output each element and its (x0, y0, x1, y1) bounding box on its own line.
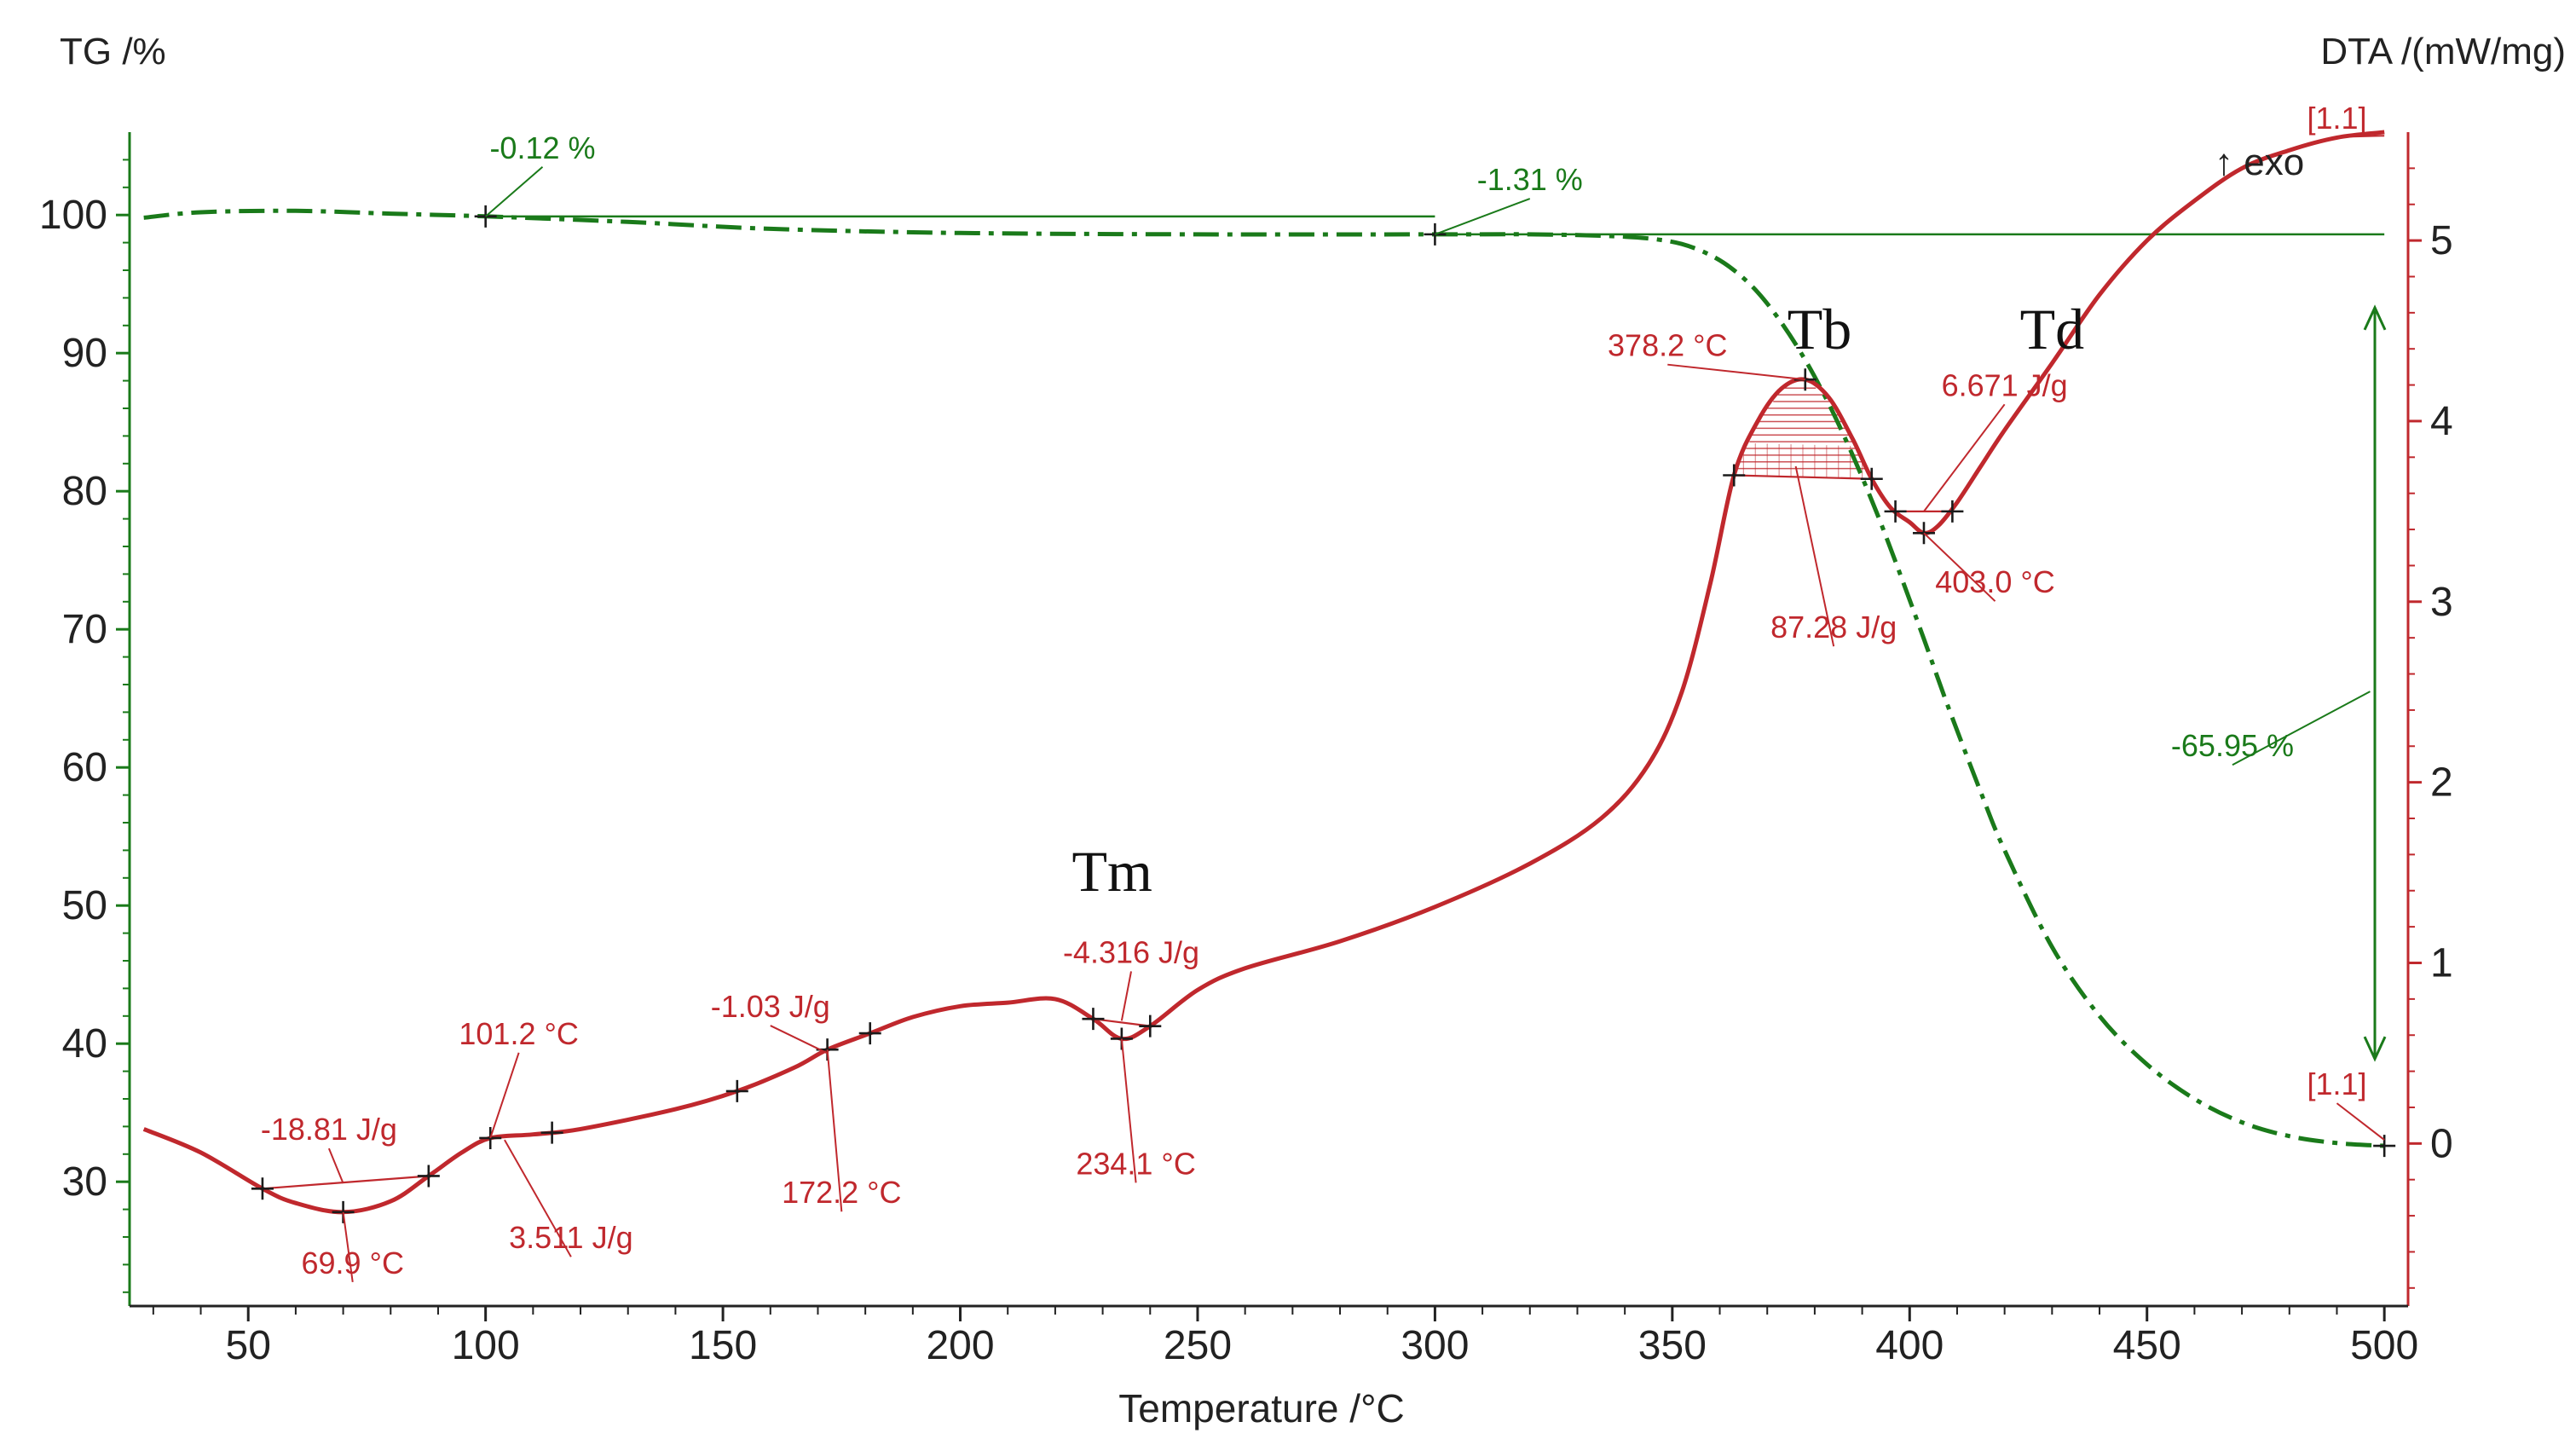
peak-label: Tm (1072, 839, 1152, 904)
y-left-tick-label: 100 (39, 193, 107, 238)
dta-marker (1139, 1014, 1162, 1038)
annotation-leader (2232, 691, 2371, 766)
annotation-label: [1.1] (2307, 1066, 2366, 1101)
x-tick-label: 200 (926, 1323, 994, 1368)
annotation-label: -1.03 J/g (711, 989, 830, 1024)
x-tick-label: 400 (1875, 1323, 1944, 1368)
y-left-tick-label: 30 (62, 1159, 107, 1205)
annotation-leader (1120, 1038, 1137, 1183)
peak-label: Tb (1788, 297, 1852, 361)
annotation-leader (342, 1211, 354, 1283)
y-right-tick-label: 5 (2430, 218, 2453, 263)
annotation-leader (489, 1052, 520, 1139)
y-right-tick-label: 2 (2430, 760, 2453, 806)
annotation-leader (2336, 135, 2385, 138)
x-tick-label: 100 (452, 1323, 520, 1368)
y-left-tick-label: 70 (62, 607, 107, 652)
annotation-label: 378.2 °C (1608, 328, 1727, 363)
series-layer (142, 130, 2385, 1215)
annotation-leader (1923, 532, 1996, 602)
y-left-axis-title: TG /% (60, 31, 166, 72)
annotation-leader (1435, 198, 1531, 235)
mass-change-arrow-head-bottom (2363, 1036, 2387, 1062)
dta-marker (725, 1079, 748, 1102)
annotation-leader (327, 1147, 344, 1184)
dta-marker (251, 1177, 274, 1200)
annotation-label: -65.95 % (2171, 728, 2294, 763)
dta-marker (1860, 467, 1883, 490)
y-right-tick-label: 1 (2430, 940, 2453, 985)
annotation-leader (770, 1025, 829, 1055)
annotation-label: 403.0 °C (1935, 564, 2054, 599)
y-left-tick-label: 80 (62, 469, 107, 514)
annotation-label: -1.31 % (1477, 162, 1583, 197)
dta-marker (1082, 1008, 1105, 1031)
annotation-label: 3.511 J/g (509, 1220, 632, 1255)
dta-marker (1941, 500, 1964, 523)
tg-marker (474, 205, 497, 228)
y-left-tick-label: 60 (62, 745, 107, 790)
annotation-label: -4.316 J/g (1063, 934, 1199, 969)
annotation-label: -0.12 % (489, 130, 595, 165)
annotation-label: 87.28 J/g (1770, 610, 1897, 644)
annotations-layer: -0.12 % -1.31 % -65.95 % [1.1] [1.1] -18.81 J… (261, 101, 2385, 1283)
annotation-leader (504, 1139, 572, 1257)
y-left-tick-label: 40 (62, 1021, 107, 1066)
exo-label: ↑ exo (2215, 142, 2304, 183)
x-tick-label: 250 (1164, 1323, 1232, 1368)
y-right-tick-label: 3 (2430, 580, 2453, 625)
annotation-leader (1794, 465, 1835, 647)
tg-marker (2373, 1135, 2396, 1158)
peak-label: Td (2020, 297, 2085, 361)
dta-marker (1884, 500, 1907, 523)
x-tick-label: 350 (1638, 1323, 1707, 1368)
y-right-tick-label: 4 (2430, 399, 2453, 444)
tg-series-line (143, 208, 2385, 1148)
baselines-layer (262, 215, 2387, 1190)
y-left-tick-label: 50 (62, 883, 107, 928)
dta-baseline (1093, 1018, 1151, 1027)
dta-baseline (1734, 474, 1872, 480)
annotation-label: 6.671 J/g (1942, 367, 2068, 402)
annotation-label: 172.2 °C (782, 1175, 901, 1210)
x-tick-label: 300 (1401, 1323, 1469, 1368)
axes-layer: 50 100 150 200 250 300 350 400 450 50030405060708… (39, 132, 2453, 1368)
annotation-label: [1.1] (2307, 101, 2366, 136)
x-tick-label: 150 (689, 1323, 757, 1368)
annotation-leader (1667, 363, 1805, 381)
dta-baseline (262, 1175, 429, 1190)
annotation-leader (826, 1049, 843, 1212)
annotation-leader (2336, 1102, 2385, 1141)
annotation-label: -18.81 J/g (261, 1112, 397, 1147)
dta-marker (417, 1165, 440, 1188)
annotation-leader (485, 166, 544, 217)
x-tick-label: 500 (2350, 1323, 2418, 1368)
dta-marker (1723, 464, 1746, 487)
markers-layer (251, 205, 2396, 1223)
x-tick-label: 50 (226, 1323, 271, 1368)
dta-marker (540, 1121, 563, 1144)
dta-marker (858, 1022, 881, 1045)
x-tick-label: 450 (2113, 1323, 2181, 1368)
x-axis-title: Temperature /°C (1118, 1386, 1404, 1431)
mass-change-arrow-head-top (2363, 304, 2387, 331)
annotation-label: 234.1 °C (1076, 1146, 1195, 1181)
y-left-tick-label: 90 (62, 331, 107, 376)
annotation-leader (1923, 403, 2006, 512)
annotation-label: 101.2 °C (459, 1016, 578, 1051)
y-right-tick-label: 0 (2430, 1121, 2453, 1166)
annotation-label: 69.9 °C (301, 1246, 403, 1280)
dta-series-line (142, 130, 2385, 1215)
y-right-axis-title: DTA /(mW/mg) (2320, 31, 2566, 72)
annotation-leader (1120, 971, 1132, 1021)
